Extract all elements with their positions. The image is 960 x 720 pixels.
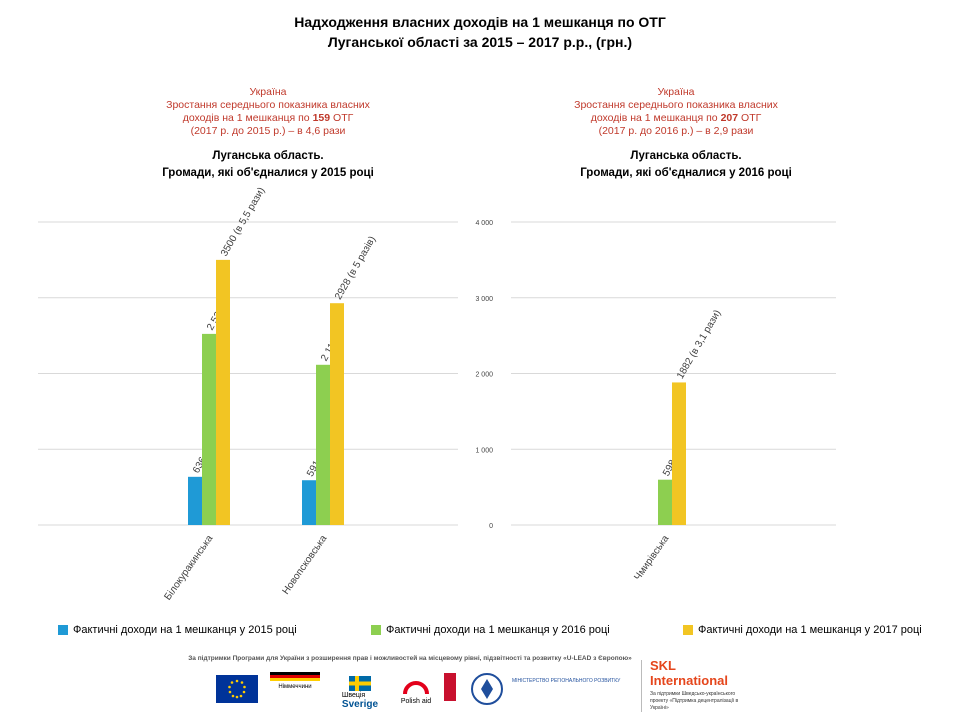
legend-swatch-2015 [58, 625, 68, 635]
category-label-Чмирівська: Чмирівська [632, 533, 671, 583]
germany-logo: Німмеччини [270, 672, 320, 690]
footer-divider [641, 660, 642, 712]
skl-caption: За підтримки Шведсько-українського проек… [650, 691, 739, 711]
sweden-flag-icon [349, 676, 371, 691]
right-region-line1: Луганська область. [630, 150, 742, 162]
polish-aid-text: Polish aid [400, 698, 432, 705]
y-tick-label: 3 000 [475, 296, 493, 303]
y-tick-label: 4 000 [475, 220, 493, 227]
y-tick-label: 1 000 [475, 447, 493, 454]
chart-title: Надходження власних доходів на 1 мешканц… [0, 12, 960, 52]
left-note-line2: Зростання середнього показника власних [166, 99, 370, 111]
legend-label-2015: Фактичні доходи на 1 мешканця у 2015 роц… [73, 624, 297, 636]
estonia-logo [470, 672, 504, 706]
bar-Білокуракинська-2 [216, 259, 230, 525]
bar-Новопсковська-1 [316, 364, 330, 525]
support-text: За підтримки Програми для України з розш… [188, 655, 632, 662]
polish-aid-icon [403, 681, 429, 695]
legend-label-2017: Фактичні доходи на 1 мешканця у 2017 роц… [698, 624, 922, 636]
left-ukraine-note: Україна Зростання середнього показника в… [138, 86, 398, 138]
data-label-Чмирівська-2: 1882 (в 3,1 рази) [675, 308, 723, 381]
legend-item-2015: Фактичні доходи на 1 мешканця у 2015 роц… [58, 624, 297, 636]
left-note-line4: (2017 р. до 2015 р.) – в 4,6 рази [190, 125, 346, 137]
sweden-logo-top: Швеція [341, 692, 366, 699]
right-note-line1: Україна [657, 86, 695, 98]
ministry-text: МІНІСТЕРСТВО РЕГІОНАЛЬНОГО РОЗВИТКУ [512, 678, 621, 684]
chart-title-line1: Надходження власних доходів на 1 мешканц… [294, 14, 666, 30]
right-note-line3: доходів на 1 мешканця по 207 ОТГ [590, 112, 762, 124]
right-region-line2: Громади, які об'єдналися у 2016 році [580, 167, 792, 179]
legend-item-2017: Фактичні доходи на 1 мешканця у 2017 роц… [683, 624, 922, 636]
y-tick-label: 2 000 [475, 372, 493, 379]
left-region-line2: Громади, які об'єдналися у 2015 році [162, 167, 374, 179]
category-label-Білокуракинська: Білокуракинська [162, 533, 215, 602]
right-note-line4: (2017 р. до 2016 р.) – в 2,9 рази [598, 125, 754, 137]
luhansk-emblem-logo [444, 673, 456, 701]
bar-Новопсковська-2 [330, 303, 344, 525]
category-label-Новопсковська: Новопсковська [281, 533, 330, 597]
legend-item-2016: Фактичні доходи на 1 мешканця у 2016 роц… [371, 624, 610, 636]
sweden-logo: Швеція Sverige [330, 676, 390, 710]
y-tick-label: 0 [489, 523, 493, 530]
right-ukraine-note: Україна Зростання середнього показника в… [546, 86, 806, 138]
skl-logo-text: SKL International [650, 658, 729, 688]
legend-swatch-2016 [371, 625, 381, 635]
skl-logo: SKL International За підтримки Шведсько-… [650, 658, 750, 712]
legend-swatch-2017 [683, 625, 693, 635]
chart-title-line2: Луганської області за 2015 – 2017 р.р., … [327, 34, 633, 50]
right-region-heading: Луганська область. Громади, які об'єднал… [536, 148, 836, 182]
ministry-logo: МІНІСТЕРСТВО РЕГІОНАЛЬНОГО РОЗВИТКУ [512, 678, 632, 684]
right-note-line2: Зростання середнього показника власних [574, 99, 778, 111]
left-region-line1: Луганська область. [212, 150, 324, 162]
bar-Білокуракинська-0 [188, 476, 202, 525]
legend-label-2016: Фактичні доходи на 1 мешканця у 2016 роц… [386, 624, 610, 636]
eu-stars-icon [228, 679, 246, 699]
left-region-heading: Луганська область. Громади, які об'єднал… [118, 148, 418, 182]
data-label-Новопсковська-2: 2928 (в 5 разів) [333, 234, 378, 301]
bar-Білокуракинська-1 [202, 333, 216, 525]
left-note-line1: Україна [249, 86, 287, 98]
bar-Чмирівська-2 [672, 382, 686, 525]
bar-Новопсковська-0 [302, 480, 316, 525]
estonia-icon [471, 673, 503, 705]
eu-flag-logo [216, 675, 258, 703]
bar-Чмирівська-1 [658, 479, 672, 525]
polish-aid-logo: Polish aid [398, 672, 434, 705]
sweden-logo-text: Sverige [341, 699, 379, 710]
germany-logo-text: Німмеччини [278, 684, 312, 690]
left-note-line3: доходів на 1 мешканця по 159 ОТГ [182, 112, 354, 124]
